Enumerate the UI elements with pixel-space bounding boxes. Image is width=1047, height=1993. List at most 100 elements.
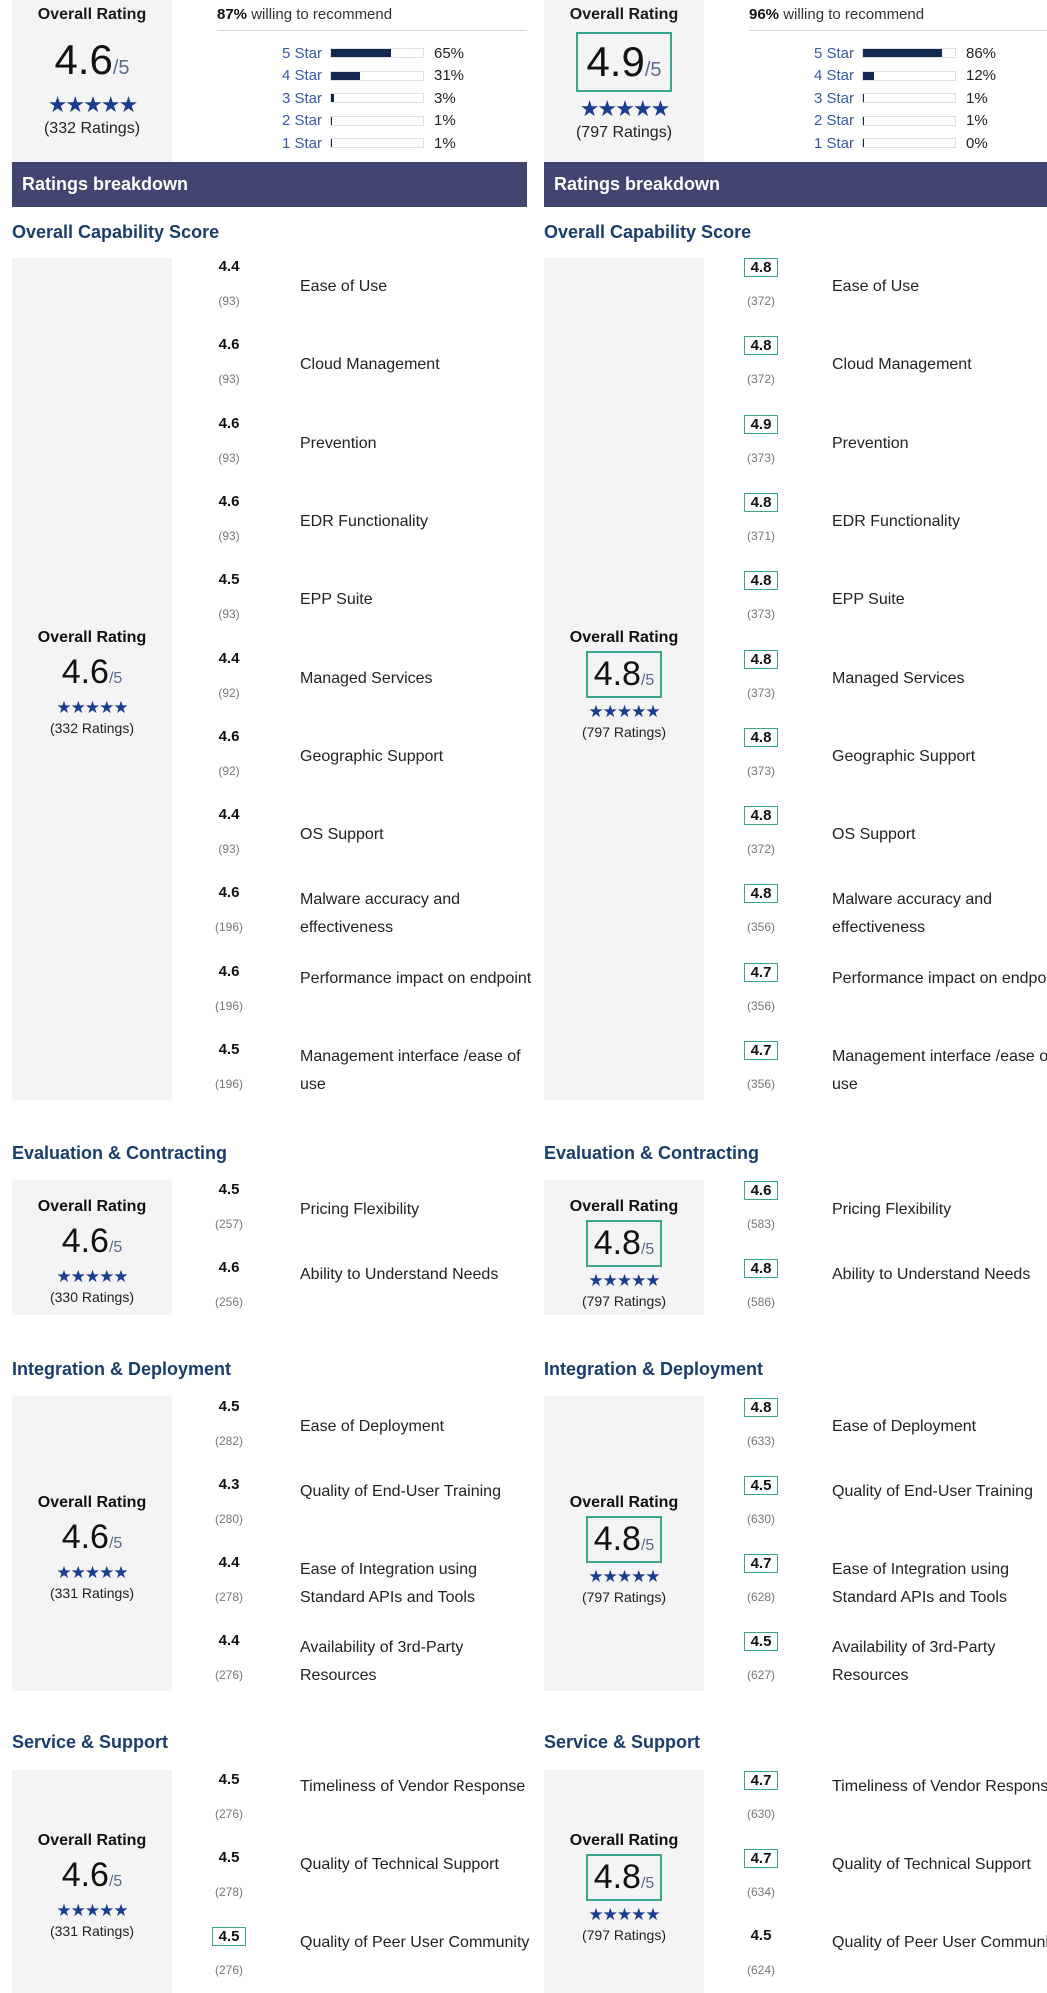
capability-name: Timeliness of Vendor Response xyxy=(832,1778,1047,1795)
section-score: 4.6/5 xyxy=(56,1220,129,1263)
score-denominator: /5 xyxy=(108,1872,123,1890)
distribution-row[interactable]: 2 Star 1% xyxy=(282,110,464,133)
distribution-bar xyxy=(330,48,424,59)
capability-score: 4.4 xyxy=(218,649,240,667)
distribution-percent: 3% xyxy=(434,89,456,107)
section-rating-title: Overall Rating xyxy=(569,1831,679,1849)
section-score: 4.8/5 xyxy=(585,1853,663,1901)
capability-name: Ability to Understand Needs xyxy=(300,1266,499,1283)
star-filter-link[interactable]: 3 Star xyxy=(814,89,855,107)
score-denominator: /5 xyxy=(640,1874,655,1892)
product-column: Overall Rating 4.6/5 ★★★★★ (332 Ratings) 87%… xyxy=(12,0,531,1993)
capability-name: Ease of Deployment xyxy=(300,1418,445,1435)
distribution-percent: 1% xyxy=(434,134,456,152)
section-rating-title: Overall Rating xyxy=(37,629,147,646)
capability-name: Malware accuracy and effectiveness xyxy=(832,891,993,937)
section-score: 4.8/5 xyxy=(585,1219,663,1267)
score-value: 4.6 xyxy=(61,1855,109,1894)
star-filter-link[interactable]: 1 Star xyxy=(814,134,855,152)
distribution-percent: 1% xyxy=(966,89,988,107)
distribution-percent: 1% xyxy=(966,112,988,130)
section-rating: Overall Rating 4.8/5 ★★★★★ (797 Ratings) xyxy=(544,1494,704,1605)
section-score: 4.8/5 xyxy=(585,651,663,698)
distribution-row[interactable]: 1 Star 1% xyxy=(282,132,464,155)
distribution-row[interactable]: 5 Star 86% xyxy=(814,42,996,65)
capability-score: 4.7 xyxy=(744,962,778,982)
distribution-row[interactable]: 2 Star 1% xyxy=(814,110,996,133)
capability-name: Cloud Management xyxy=(300,356,440,374)
rating-summary: Overall Rating 4.6/5 ★★★★★ (332 Ratings) 87%… xyxy=(12,0,527,162)
capability-score: 4.5 xyxy=(218,1398,240,1415)
capability-score: 4.8 xyxy=(744,492,778,512)
star-distribution: 5 Star 86% 4 Star 12% 3 Star 1% 2 Star 1% 1 Star… xyxy=(814,42,996,155)
overall-rating-card: Overall Rating 4.9/5 ★★★★★ (797 Ratings) xyxy=(544,0,704,162)
section-score: 4.6/5 xyxy=(56,651,129,694)
capability-score: 4.5 xyxy=(218,571,240,589)
capability-count: (586) xyxy=(746,1295,775,1309)
ratings-breakdown-header: Ratings breakdown xyxy=(544,162,1047,207)
distribution-bar xyxy=(330,138,424,149)
capability-name: Performance impact on endpoint xyxy=(832,969,1047,987)
capability-count: (93) xyxy=(218,450,240,465)
capability-score: 4.6 xyxy=(744,1181,778,1200)
star-filter-link[interactable]: 1 Star xyxy=(282,134,323,152)
star-rating-icon: ★★★★★ xyxy=(588,1904,660,1924)
star-filter-link[interactable]: 2 Star xyxy=(814,112,855,130)
capability-score: 4.6 xyxy=(218,884,240,902)
capability-count: (276) xyxy=(214,1807,243,1821)
capability-name: OS Support xyxy=(832,826,916,844)
section-rating-title: Overall Rating xyxy=(569,1493,679,1511)
distribution-row[interactable]: 3 Star 1% xyxy=(814,87,996,110)
section-rating: Overall Rating 4.8/5 ★★★★★ (797 Ratings) xyxy=(544,1198,704,1309)
capability-name: EDR Functionality xyxy=(300,512,429,530)
star-filter-link[interactable]: 5 Star xyxy=(282,44,323,62)
ratings-breakdown-header: Ratings breakdown xyxy=(12,162,527,207)
star-filter-link[interactable]: 5 Star xyxy=(814,44,855,62)
ratings-count: (797 Ratings) xyxy=(581,1926,667,1943)
score-denominator: /5 xyxy=(640,1536,655,1554)
distribution-bar xyxy=(862,138,956,149)
distribution-row[interactable]: 5 Star 65% xyxy=(282,42,464,65)
capability-score: 4.4 xyxy=(218,258,240,275)
section-rating: Overall Rating 4.6/5 ★★★★★ (330 Ratings) xyxy=(12,1198,172,1305)
star-filter-link[interactable]: 4 Star xyxy=(814,67,855,85)
score-denominator: /5 xyxy=(640,672,655,689)
capability-name: Geographic Support xyxy=(832,747,976,765)
capability-count: (373) xyxy=(746,685,775,700)
distribution-row[interactable]: 3 Star 3% xyxy=(282,87,464,110)
capability-count: (624) xyxy=(746,1963,775,1977)
score-value: 4.6 xyxy=(61,1221,109,1260)
section-rating-panel: Overall Rating 4.8/5 ★★★★★ (797 Ratings) xyxy=(544,1396,704,1691)
capability-count: (628) xyxy=(746,1590,775,1604)
distribution-row[interactable]: 4 Star 31% xyxy=(282,65,464,88)
section-rating-title: Overall Rating xyxy=(37,1197,147,1215)
distribution-percent: 1% xyxy=(434,112,456,130)
star-filter-link[interactable]: 4 Star xyxy=(282,67,323,85)
capability-count: (278) xyxy=(214,1885,243,1899)
capability-name: Management interface /ease of use xyxy=(832,1048,1047,1093)
capability-name: Managed Services xyxy=(832,669,965,687)
section-rating-panel: Overall Rating 4.6/5 ★★★★★ (331 Ratings) xyxy=(12,1770,172,1993)
section-rating-title: Overall Rating xyxy=(37,1831,147,1849)
capability-name: Cloud Management xyxy=(832,356,972,374)
distribution-percent: 0% xyxy=(966,134,988,152)
star-filter-link[interactable]: 2 Star xyxy=(282,112,323,130)
capability-count: (282) xyxy=(214,1434,243,1448)
capability-score: 4.4 xyxy=(218,1554,240,1571)
capability-score: 4.8 xyxy=(744,806,778,826)
distribution-row[interactable]: 1 Star 0% xyxy=(814,132,996,155)
capability-count: (633) xyxy=(746,1434,775,1448)
section-rating-panel: Overall Rating 4.8/5 ★★★★★ (797 Ratings) xyxy=(544,258,704,1100)
section-score: 4.6/5 xyxy=(56,1516,129,1559)
distribution-bar-fill xyxy=(863,116,864,125)
star-rating-icon: ★★★★★ xyxy=(56,1562,128,1582)
capability-name: Quality of Peer User Community xyxy=(300,1934,530,1951)
capability-score: 4.5 xyxy=(744,1632,778,1651)
capability-score: 4.8 xyxy=(744,727,778,747)
star-filter-link[interactable]: 3 Star xyxy=(282,89,323,107)
ratings-count: (331 Ratings) xyxy=(49,1922,135,1939)
capability-count: (373) xyxy=(746,763,775,778)
distribution-row[interactable]: 4 Star 12% xyxy=(814,65,996,88)
score-value: 4.8 xyxy=(593,1519,641,1558)
capability-count: (371) xyxy=(746,528,775,543)
